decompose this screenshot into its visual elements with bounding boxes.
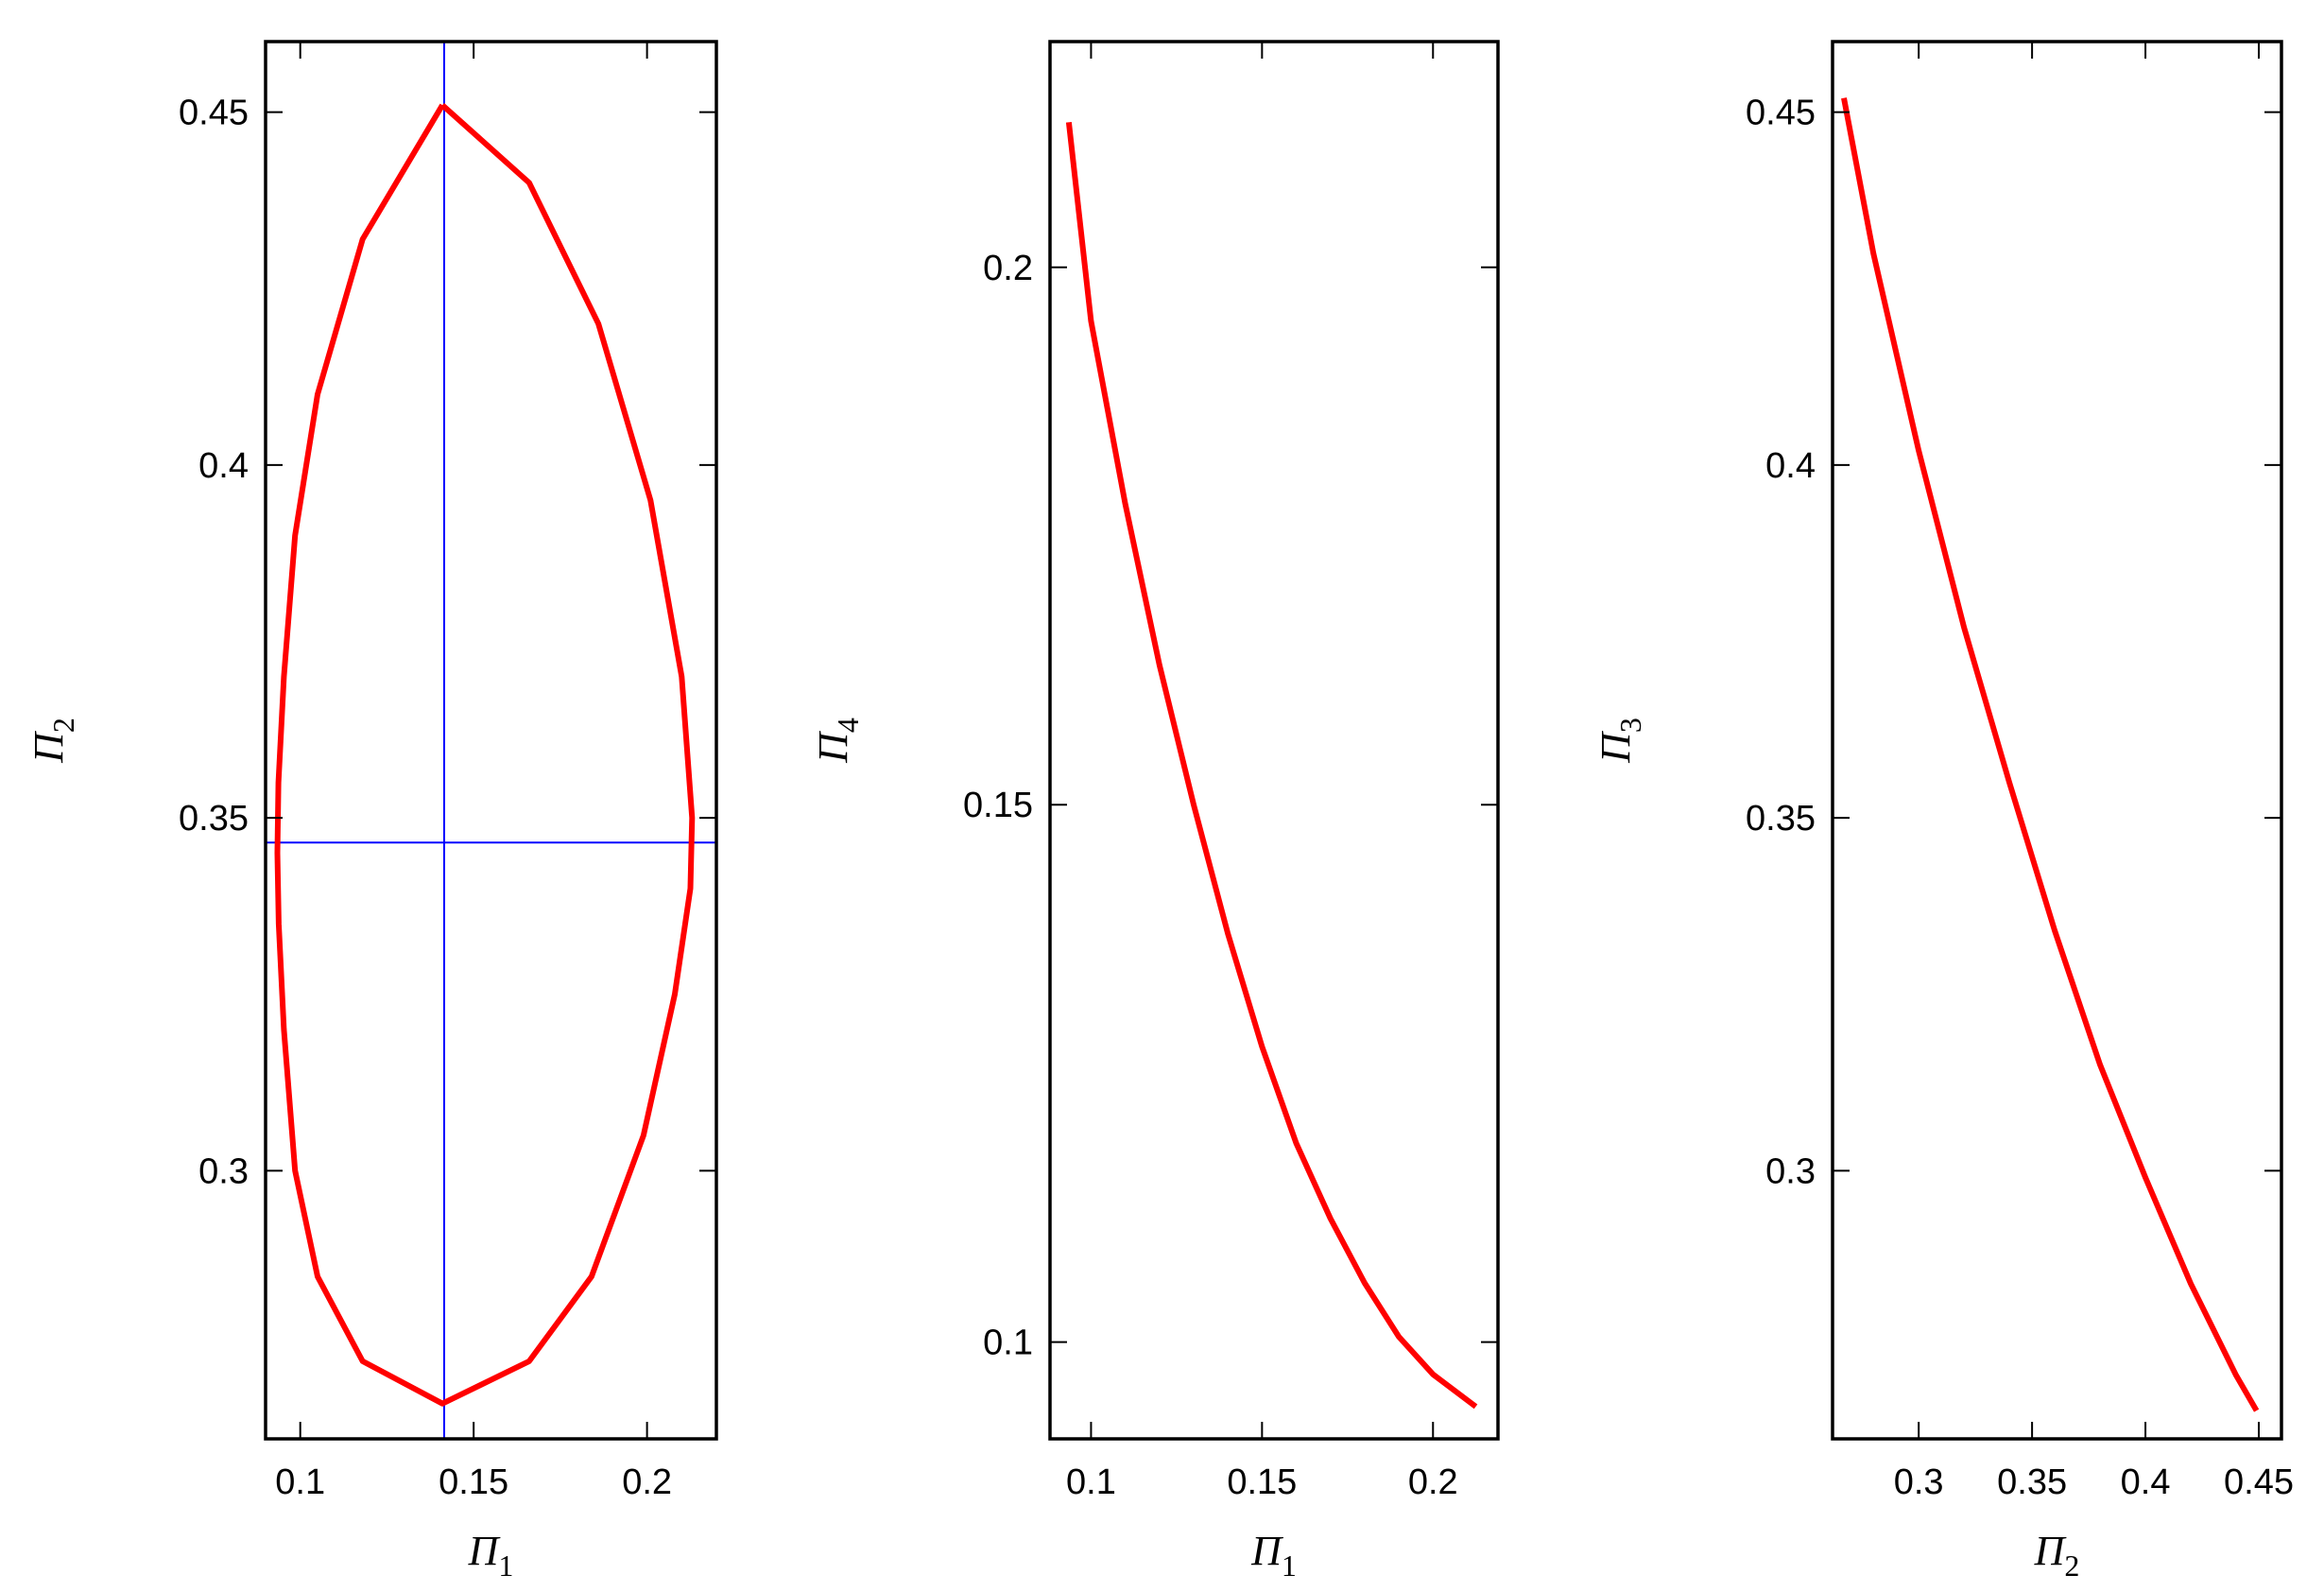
x-axis-label-symbol: Π bbox=[1250, 1528, 1283, 1574]
y-axis-label-subscript: 2 bbox=[46, 718, 80, 733]
series-curve-1 bbox=[274, 102, 696, 1407]
x-tick-label: 0.2 bbox=[622, 1462, 672, 1502]
x-axis-label: Π1 bbox=[468, 1528, 514, 1583]
x-axis-label-symbol: Π bbox=[468, 1528, 501, 1574]
y-tick-label: 0.4 bbox=[1765, 446, 1816, 486]
x-tick-label: 0.45 bbox=[2224, 1462, 2294, 1502]
plot-frame bbox=[1048, 40, 1500, 1441]
y-tick-label: 0.1 bbox=[983, 1324, 1033, 1363]
y-tick-label: 0.45 bbox=[179, 94, 249, 133]
y-tick-label: 0.4 bbox=[198, 446, 249, 486]
y-tick-label: 0.3 bbox=[198, 1151, 249, 1191]
y-axis-label: Π4 bbox=[810, 718, 865, 764]
y-axis-label: Π2 bbox=[26, 718, 80, 764]
x-tick-label: 0.1 bbox=[275, 1462, 325, 1502]
x-axis-label-subscript: 2 bbox=[2064, 1549, 2079, 1583]
series-curve-1 bbox=[1065, 121, 1478, 1410]
y-tick-label: 0.45 bbox=[1746, 94, 1816, 133]
x-tick-label: 0.35 bbox=[1997, 1462, 2067, 1502]
x-axis-label: Π1 bbox=[1250, 1528, 1297, 1583]
y-tick-label: 0.3 bbox=[1765, 1151, 1816, 1191]
y-tick-label: 0.35 bbox=[179, 799, 249, 839]
y-tick-label: 0.35 bbox=[1746, 799, 1816, 839]
x-tick-label: 0.15 bbox=[1227, 1462, 1297, 1502]
x-tick-label: 0.3 bbox=[1894, 1462, 1944, 1502]
plot-frame bbox=[264, 40, 718, 1441]
x-axis-label: Π2 bbox=[2034, 1528, 2080, 1583]
y-axis-label-symbol: Π bbox=[26, 731, 72, 764]
x-axis-label-subscript: 1 bbox=[1282, 1549, 1297, 1583]
y-tick-label: 0.2 bbox=[983, 249, 1033, 288]
plot-frame bbox=[1831, 40, 2283, 1441]
x-tick-label: 0.1 bbox=[1066, 1462, 1116, 1502]
x-tick-label: 0.4 bbox=[2121, 1462, 2171, 1502]
y-axis-label: Π3 bbox=[1592, 718, 1647, 764]
x-axis-label-subscript: 1 bbox=[498, 1549, 513, 1583]
x-axis-label-symbol: Π bbox=[2034, 1528, 2067, 1574]
series-curve-1 bbox=[1841, 97, 2260, 1412]
x-tick-label: 0.2 bbox=[1408, 1462, 1458, 1502]
y-axis-label-symbol: Π bbox=[1592, 731, 1639, 764]
y-axis-label-subscript: 4 bbox=[831, 718, 865, 733]
y-axis-label-symbol: Π bbox=[810, 731, 856, 764]
y-axis-label-subscript: 3 bbox=[1613, 718, 1647, 733]
x-tick-label: 0.15 bbox=[439, 1462, 508, 1502]
y-tick-label: 0.15 bbox=[963, 786, 1033, 825]
